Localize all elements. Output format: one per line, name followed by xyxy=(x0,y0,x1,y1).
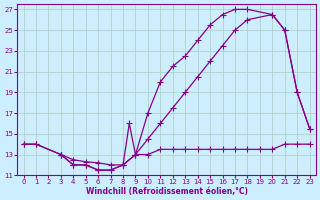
X-axis label: Windchill (Refroidissement éolien,°C): Windchill (Refroidissement éolien,°C) xyxy=(85,187,248,196)
